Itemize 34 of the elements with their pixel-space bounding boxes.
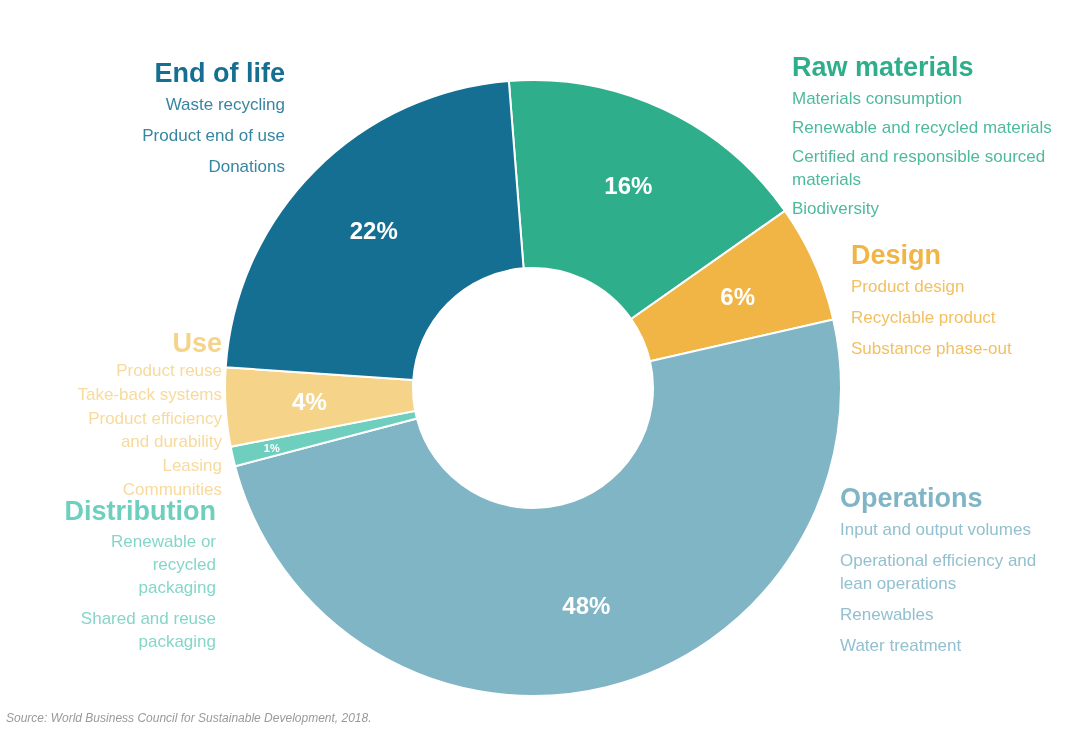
slice-label: Design [851,240,942,270]
data-label: 22% [349,217,398,245]
text: Materials consumption [792,89,963,108]
text: Communities [122,480,222,499]
slice-label: Distribution [64,496,216,526]
text: Input and output volumes [840,520,1031,539]
text: Certified and responsible sourced materials [792,147,1046,189]
text: Waste recycling [165,95,285,114]
text: Substance phase-out [851,339,1012,358]
text: Product efficiency and durability [88,409,222,451]
data-label: 4% [292,388,327,416]
data-label: 48% [562,592,611,620]
slice-label: Operations [840,483,983,513]
text: Leasing [162,456,222,475]
text: Product end of use [142,126,285,145]
slice-label: Use [172,328,222,358]
text: Take-back systems [77,385,222,404]
source-note: Source: World Business Council for Sustainable Development, 2018. [6,711,372,725]
slice-label: Raw materials [792,52,974,82]
text: Product design [851,277,965,296]
text: Renewable and recycled materials [792,118,1052,137]
text: Biodiversity [792,199,879,218]
text: Operational efficiency and lean operations [840,551,1037,593]
slice-label: End of life [154,58,285,88]
text: Shared and reuse packaging [80,609,216,651]
data-label: 1% [263,441,280,454]
text: Water treatment [840,636,962,655]
text: Renewables [840,605,934,624]
text: Product reuse [116,361,222,380]
text: Recyclable product [851,308,996,327]
data-label: 16% [604,171,653,199]
data-label: 6% [720,283,755,311]
text: Donations [208,157,285,176]
text: Renewable or recycled packaging [111,532,216,597]
